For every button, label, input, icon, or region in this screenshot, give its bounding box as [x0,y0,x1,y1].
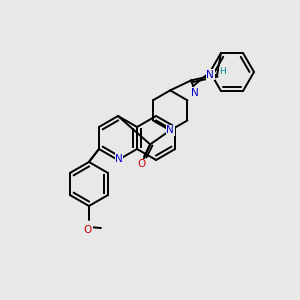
Text: O: O [137,159,145,170]
Text: H: H [219,67,226,76]
Text: O: O [84,225,92,235]
Text: N: N [115,154,123,164]
Text: N: N [191,88,199,98]
Text: N: N [206,70,214,80]
Text: N: N [166,125,174,135]
